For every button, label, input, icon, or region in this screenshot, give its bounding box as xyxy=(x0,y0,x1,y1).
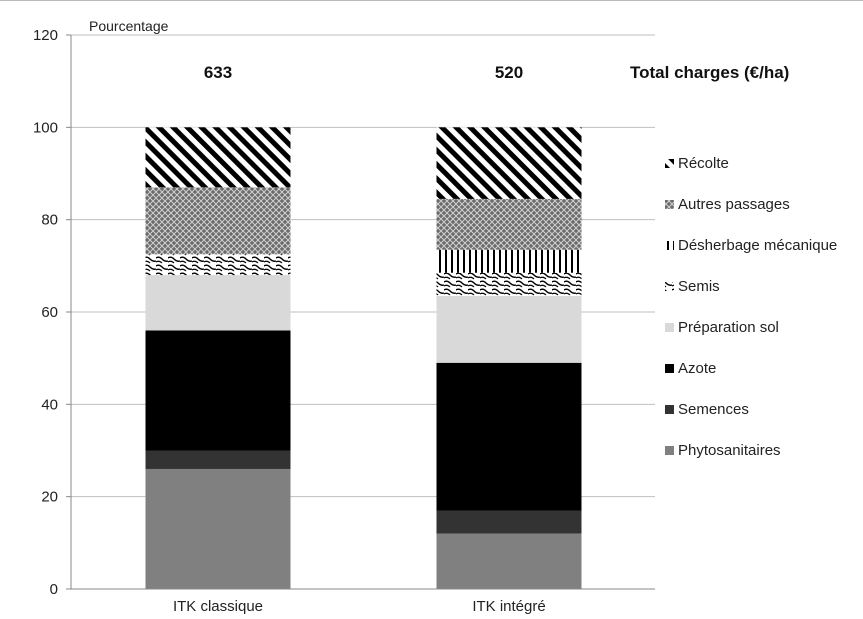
legend-swatch-preparation-sol xyxy=(665,323,674,332)
axes-group xyxy=(66,34,655,590)
legend-label-preparation-sol: Préparation sol xyxy=(678,319,779,336)
legend-label-phytosanitaires: Phytosanitaires xyxy=(678,442,781,459)
legend-swatch-autres-passages xyxy=(665,200,674,209)
x-category-label: ITK classique xyxy=(173,598,263,615)
legend-swatch-semis xyxy=(665,282,674,291)
bar-segment-recolte-itk-classique xyxy=(145,127,291,188)
bar-segment-desherbage-mecanique-itk-integre xyxy=(436,249,582,273)
bar-segment-autres-passages-itk-classique xyxy=(145,187,291,255)
y-axis-label: Pourcentage xyxy=(89,18,169,34)
bar-segment-phytosanitaires-itk-integre xyxy=(436,533,582,589)
bars-group xyxy=(145,127,582,589)
bar-segment-semences-itk-integre xyxy=(436,510,582,534)
legend: Récolte Autres passages Désherbage mécaniq… xyxy=(665,155,837,459)
bar-segment-semences-itk-classique xyxy=(145,450,291,469)
legend-label-desherbage-mecanique: Désherbage mécanique xyxy=(678,237,837,254)
legend-swatch-semences xyxy=(665,405,674,414)
legend-label-semences: Semences xyxy=(678,401,749,418)
legend-label-semis: Semis xyxy=(678,278,720,295)
legend-swatch-recolte xyxy=(665,159,674,168)
total-value: 520 xyxy=(495,63,523,82)
y-tick-label: 80 xyxy=(41,212,58,229)
y-tick-labels: 0 20 40 60 80 100 120 xyxy=(33,27,58,598)
legend-label-azote: Azote xyxy=(678,360,716,377)
y-tick-label: 120 xyxy=(33,27,58,44)
category-labels: ITK classique ITK intégré xyxy=(173,598,546,615)
legend-swatch-azote xyxy=(665,364,674,373)
bar-segment-preparation-sol-itk-integre xyxy=(436,295,582,363)
bar-segment-azote-itk-integre xyxy=(436,362,582,511)
bar-segment-azote-itk-classique xyxy=(145,330,291,451)
y-tick-label: 0 xyxy=(50,581,58,598)
bar-segment-semis-itk-integre xyxy=(436,272,582,296)
bar-segment-autres-passages-itk-integre xyxy=(436,198,582,250)
bar-segment-semis-itk-classique xyxy=(145,254,291,276)
legend-swatch-phytosanitaires xyxy=(665,446,674,455)
y-tick-label: 100 xyxy=(33,119,58,136)
x-category-label: ITK intégré xyxy=(472,598,545,615)
legend-swatch-desherbage-mecanique xyxy=(665,241,674,250)
y-tick-label: 20 xyxy=(41,489,58,506)
bar-segment-recolte-itk-integre xyxy=(436,127,582,199)
legend-label-recolte: Récolte xyxy=(678,155,729,172)
y-tick-label: 40 xyxy=(41,396,58,413)
y-tick-label: 60 xyxy=(41,304,58,321)
total-value: 633 xyxy=(204,63,232,82)
totals-label: Total charges (€/ha) xyxy=(630,63,789,82)
bar-segment-preparation-sol-itk-classique xyxy=(145,275,291,331)
totals-group: 633 520 xyxy=(204,63,523,82)
legend-label-autres-passages: Autres passages xyxy=(678,196,790,213)
bar-segment-phytosanitaires-itk-classique xyxy=(145,468,291,589)
